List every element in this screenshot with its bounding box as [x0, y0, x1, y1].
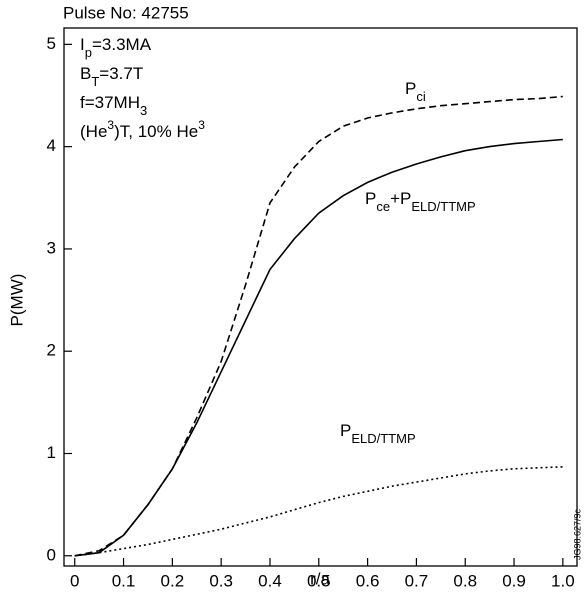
annotation-part: B [80, 64, 91, 83]
annotation-part: 3 [198, 118, 205, 132]
series-line [74, 466, 563, 557]
x-tick-label: 0.5 [307, 571, 331, 590]
series-label: Pce+PELD/TTMP [365, 189, 476, 213]
annotation: Ip=3.3MA [80, 35, 152, 59]
series-label-part: P [340, 421, 351, 440]
x-tick-label: 0.4 [258, 571, 282, 590]
series-line [74, 95, 563, 557]
plot-frame [63, 27, 578, 567]
annotation-part: =3.7T [99, 64, 143, 83]
annotation: BT=3.7T [80, 64, 143, 88]
series-label-part: P [405, 79, 416, 98]
chart-title: Pulse No: 42755 [63, 3, 189, 22]
x-tick-label: 0 [70, 571, 79, 590]
annotation-part: =3.3MA [92, 35, 152, 54]
annotation-part: 3 [140, 103, 147, 118]
series-label-part: +P [390, 189, 411, 208]
x-axis-label: r/a [310, 569, 330, 588]
series-label-part: ce [376, 199, 390, 214]
series-label-part: ELD/TTMP [351, 431, 415, 446]
annotation-part: 3 [107, 118, 114, 132]
x-tick-label: 0.2 [161, 571, 185, 590]
x-tick-label: 0.3 [209, 571, 233, 590]
annotation-part: )T, 10% He [114, 122, 198, 141]
y-tick-label: 0 [47, 545, 56, 564]
series-label: Pci [405, 79, 426, 103]
annotation-part: f=37MH [80, 93, 140, 112]
series-label-part: ci [416, 89, 426, 104]
series-label-part: P [365, 189, 376, 208]
x-tick-label: 0.6 [356, 571, 380, 590]
annotation-part: (He [80, 122, 107, 141]
annotation: (He3)T, 10% He3 [80, 118, 205, 141]
y-tick-label: 3 [47, 238, 56, 257]
annotation-part: I [80, 35, 85, 54]
x-tick-label: 1.0 [551, 571, 575, 590]
x-tick-label: 0.9 [502, 571, 526, 590]
y-tick-label: 1 [47, 443, 56, 462]
y-tick-label: 2 [47, 341, 56, 360]
y-tick-label: 4 [47, 136, 56, 155]
y-axis-label: P(MW) [7, 274, 26, 327]
y-tick-label: 5 [47, 34, 56, 53]
x-tick-label: 0.8 [453, 571, 477, 590]
annotation-part: T [91, 74, 99, 89]
annotation-part: p [85, 45, 92, 60]
series-label-part: ELD/TTMP [411, 199, 475, 214]
series-label: PELD/TTMP [340, 421, 416, 445]
annotation: f=37MH3 [80, 93, 147, 117]
x-tick-label: 0.1 [112, 571, 136, 590]
series-line [74, 138, 563, 557]
x-tick-label: 0.7 [405, 571, 429, 590]
